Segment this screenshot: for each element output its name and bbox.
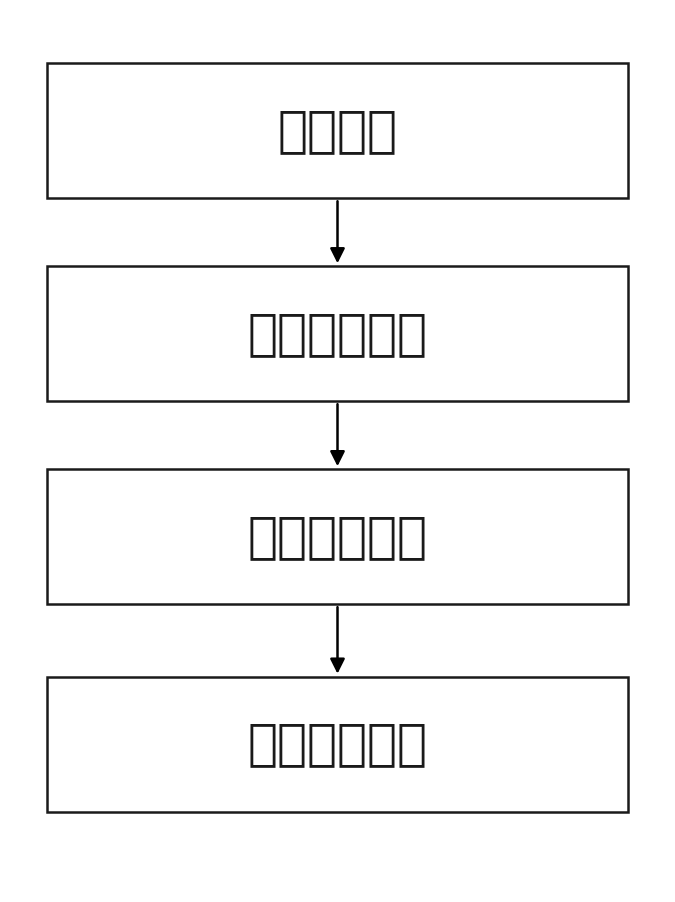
Bar (47, 63, 628, 198)
Text: 第二计算单元: 第二计算单元 (248, 512, 427, 561)
Bar (47, 266, 628, 401)
Text: 结果生成单元: 结果生成单元 (248, 720, 427, 769)
Text: 第一计算单元: 第一计算单元 (248, 309, 427, 358)
Bar (47, 469, 628, 604)
Bar (47, 676, 628, 812)
Text: 获取单元: 获取单元 (277, 106, 398, 155)
